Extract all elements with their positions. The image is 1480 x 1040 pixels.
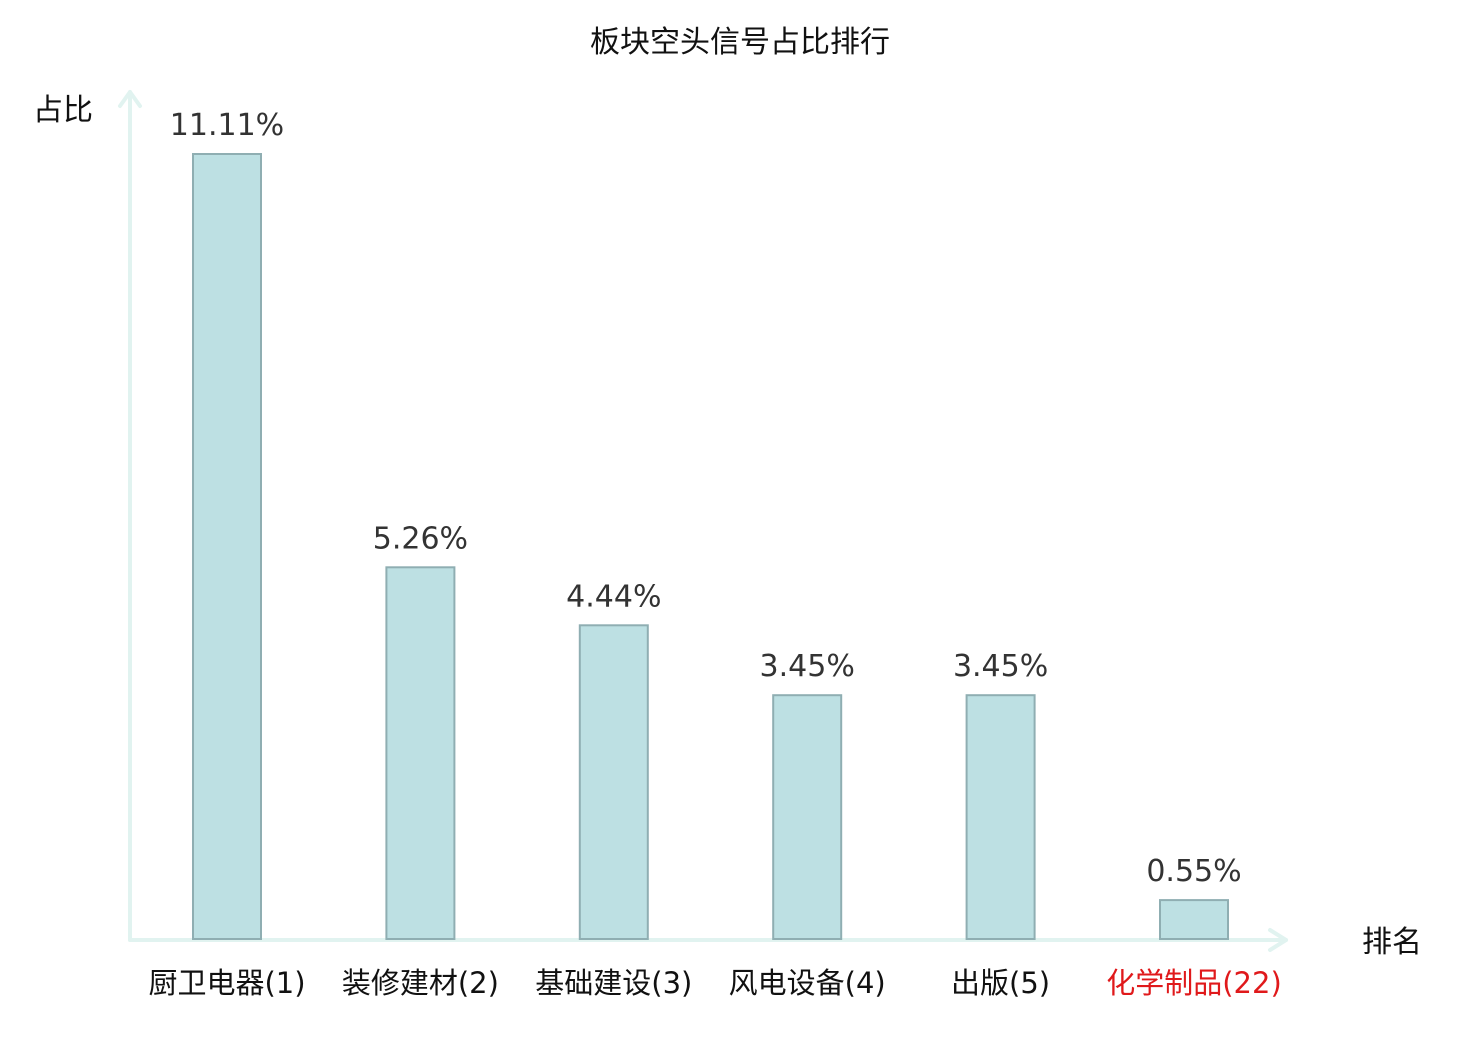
bar-1 — [192, 153, 262, 940]
data-labels-group: 11.11% 5.26% 4.44% 3.45% 3.45% 0.55% — [170, 108, 1242, 889]
category-labels-group: 厨卫电器(1) 装修建材(2) 基础建设(3) 风电设备(4) 出版(5) 化学制品(22… — [148, 966, 1281, 1000]
data-label-3: 4.44% — [566, 579, 661, 614]
x-axis-label: 排名 — [1362, 925, 1422, 960]
bar-5 — [965, 694, 1036, 941]
data-label-6: 0.55% — [1146, 854, 1241, 889]
data-label-5: 3.45% — [953, 649, 1048, 684]
category-label-6: 化学制品(22) — [1106, 966, 1282, 1000]
category-label-2: 装修建材(2) — [342, 966, 499, 1000]
category-label-4: 风电设备(4) — [729, 966, 886, 1000]
bar-2 — [385, 566, 456, 940]
category-label-3: 基础建设(3) — [535, 966, 692, 1000]
data-label-4: 3.45% — [760, 649, 855, 684]
chart-title: 板块空头信号占比排行 — [590, 25, 890, 60]
x-axis-arrow — [1268, 928, 1288, 952]
y-axis-arrow — [118, 90, 142, 108]
y-axis-label: 占比 — [33, 93, 93, 128]
bar-6 — [1159, 899, 1229, 940]
bars-group — [192, 153, 1229, 941]
data-label-1: 11.11% — [170, 108, 284, 143]
bar-3 — [578, 624, 649, 940]
data-label-2: 5.26% — [373, 521, 468, 556]
bar-4 — [772, 694, 843, 941]
category-label-5: 出版(5) — [951, 966, 1050, 1000]
category-label-1: 厨卫电器(1) — [148, 966, 305, 1000]
